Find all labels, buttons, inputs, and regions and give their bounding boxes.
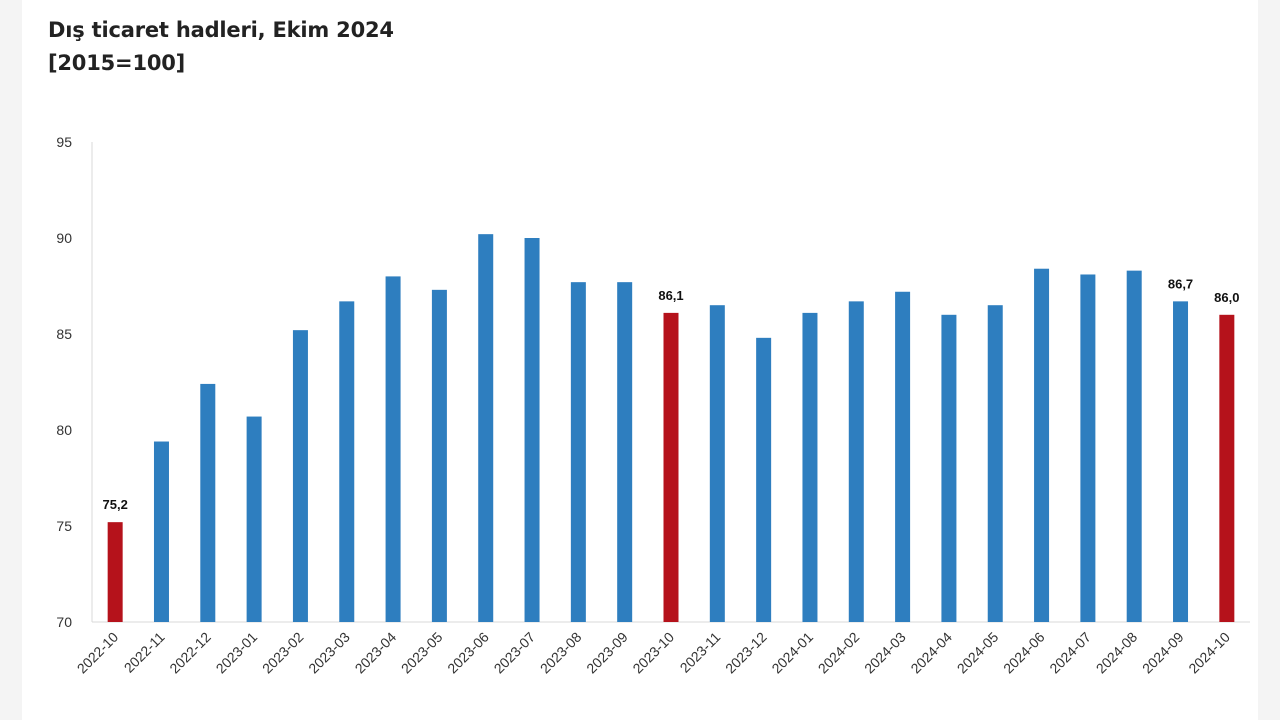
x-tick-label: 2023-12 — [722, 629, 770, 677]
bar — [339, 301, 355, 622]
bar — [1126, 270, 1142, 622]
bar — [246, 416, 262, 622]
y-tick-label: 80 — [56, 422, 72, 438]
x-tick-label: 2024-03 — [861, 629, 909, 677]
bar — [941, 314, 957, 622]
x-tick-label: 2023-03 — [305, 629, 353, 677]
x-tick-label: 2023-02 — [259, 629, 307, 677]
y-tick-label: 70 — [56, 614, 72, 630]
bar — [848, 301, 864, 622]
bar — [802, 312, 818, 622]
bar — [617, 282, 633, 622]
data-label: 86,0 — [1214, 290, 1239, 305]
x-tick-label: 2022-10 — [74, 629, 122, 677]
bar — [756, 337, 772, 622]
bar — [200, 383, 216, 622]
bar — [663, 312, 679, 622]
x-tick-label: 2024-02 — [815, 629, 863, 677]
x-tick-label: 2023-07 — [491, 629, 539, 677]
x-tick-label: 2023-06 — [444, 629, 492, 677]
bar — [524, 238, 540, 622]
x-tick-label: 2024-08 — [1093, 629, 1141, 677]
x-tick-label: 2023-05 — [398, 629, 446, 677]
x-tick-label: 2022-11 — [121, 629, 168, 676]
bar — [987, 305, 1003, 622]
x-tick-label: 2024-07 — [1046, 629, 1094, 677]
x-tick-label: 2023-04 — [352, 629, 400, 677]
y-tick-label: 90 — [56, 230, 72, 246]
y-tick-label: 85 — [56, 326, 72, 342]
data-label: 75,2 — [103, 497, 128, 512]
data-label: 86,7 — [1168, 276, 1193, 291]
data-label: 86,1 — [658, 288, 683, 303]
bar — [153, 441, 169, 622]
chart-title: Dış ticaret hadleri, Ekim 2024 — [48, 18, 394, 42]
title-block: Dış ticaret hadleri, Ekim 2024 [2015=100… — [48, 14, 394, 80]
x-tick-label: 2024-05 — [954, 629, 1002, 677]
bar — [385, 276, 401, 622]
y-tick-label: 75 — [56, 518, 72, 534]
bar — [107, 522, 123, 622]
bar — [292, 330, 308, 622]
bar — [1080, 274, 1096, 622]
x-tick-label: 2024-04 — [907, 629, 955, 677]
x-tick-label: 2023-01 — [213, 629, 261, 677]
x-tick-label: 2024-10 — [1185, 629, 1233, 677]
bar — [1034, 268, 1050, 622]
bar — [431, 289, 447, 622]
chart-canvas: Dış ticaret hadleri, Ekim 2024 [2015=100… — [22, 0, 1258, 720]
x-tick-label: 2023-10 — [629, 629, 677, 677]
bar — [1219, 314, 1235, 622]
x-tick-label: 2022-12 — [166, 629, 214, 677]
bar — [895, 291, 911, 622]
bar — [709, 305, 725, 622]
y-tick-label: 95 — [56, 134, 72, 150]
bar — [570, 282, 586, 622]
bar — [478, 234, 494, 622]
bar — [1173, 301, 1189, 622]
x-tick-label: 2024-06 — [1000, 629, 1048, 677]
x-tick-label: 2024-01 — [768, 629, 816, 677]
x-tick-label: 2024-09 — [1139, 629, 1187, 677]
x-tick-label: 2023-08 — [537, 629, 585, 677]
chart-subtitle: [2015=100] — [48, 51, 186, 75]
bar-chart: 7075808590952022-1075,22022-112022-12202… — [56, 134, 1250, 677]
x-tick-label: 2023-09 — [583, 629, 631, 677]
x-tick-label: 2023-11 — [677, 629, 724, 676]
